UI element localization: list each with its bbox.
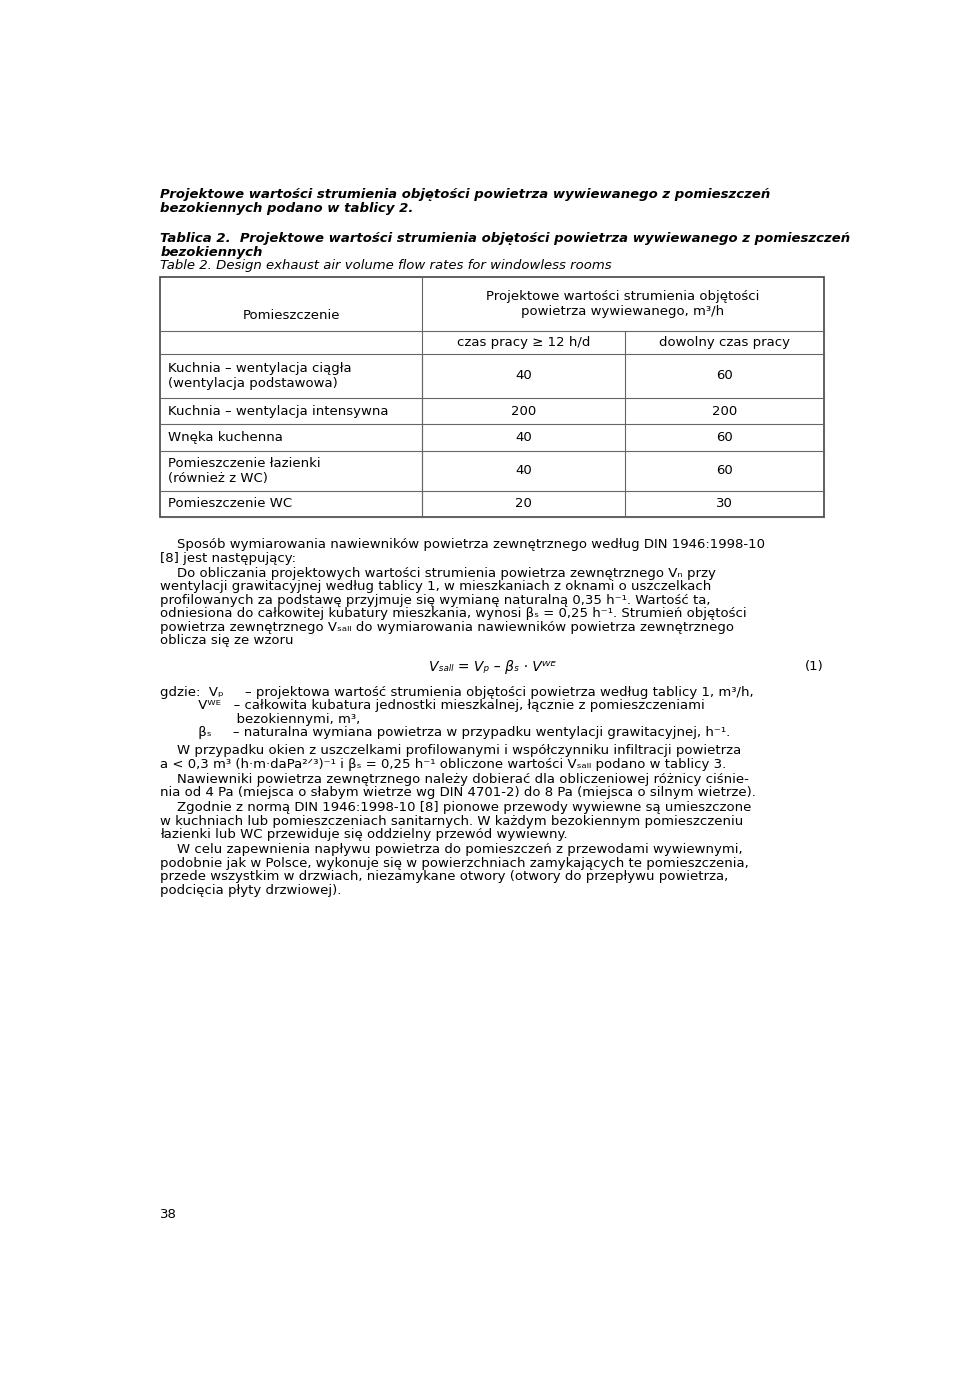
Text: bezokiennych: bezokiennych <box>160 246 263 259</box>
Text: podobnie jak w Polsce, wykonuje się w powierzchniach zamykających te pomieszczen: podobnie jak w Polsce, wykonuje się w po… <box>160 857 749 869</box>
Text: Kuchnia – wentylacja ciągła
(wentylacja podstawowa): Kuchnia – wentylacja ciągła (wentylacja … <box>168 362 351 389</box>
Text: Vᵂᴱ   – całkowita kubatura jednostki mieszkalnej, łącznie z pomieszczeniami: Vᵂᴱ – całkowita kubatura jednostki miesz… <box>160 700 705 712</box>
Text: (1): (1) <box>804 661 824 673</box>
Text: gdzie:  Vₚ     – projektowa wartość strumienia objętości powietrza według tablic: gdzie: Vₚ – projektowa wartość strumieni… <box>160 686 754 698</box>
Text: podcięcia płyty drzwiowej).: podcięcia płyty drzwiowej). <box>160 883 342 897</box>
Text: odniesiona do całkowitej kubatury mieszkania, wynosi βₛ = 0,25 h⁻¹. Strumień obj: odniesiona do całkowitej kubatury mieszk… <box>160 608 747 620</box>
Text: Sposób wymiarowania nawiewników powietrza zewnętrznego według DIN 1946:1998-10: Sposób wymiarowania nawiewników powietrz… <box>160 538 765 551</box>
Text: wentylacji grawitacyjnej według tablicy 1, w mieszkaniach z oknami o uszczelkach: wentylacji grawitacyjnej według tablicy … <box>160 580 711 594</box>
Text: W celu zapewnienia napływu powietrza do pomieszczeń z przewodami wywiewnymi,: W celu zapewnienia napływu powietrza do … <box>160 843 743 857</box>
Text: łazienki lub WC przewiduje się oddzielny przewód wywiewny.: łazienki lub WC przewiduje się oddzielny… <box>160 829 568 842</box>
Text: oblicza się ze wzoru: oblicza się ze wzoru <box>160 634 294 647</box>
Text: 200: 200 <box>711 405 737 417</box>
Text: 38: 38 <box>160 1207 178 1221</box>
Text: bezokiennych podano w tablicy 2.: bezokiennych podano w tablicy 2. <box>160 202 414 216</box>
Text: 200: 200 <box>511 405 536 417</box>
Text: Projektowe wartości strumienia objętości powietrza wywiewanego z pomieszczeń: Projektowe wartości strumienia objętości… <box>160 188 771 202</box>
Text: powietrza zewnętrznego Vₛₐₗₗ do wymiarowania nawiewników powietrza zewnętrznego: powietrza zewnętrznego Vₛₐₗₗ do wymiarow… <box>160 620 734 634</box>
Text: 40: 40 <box>516 431 532 444</box>
Text: Pomieszczenie WC: Pomieszczenie WC <box>168 498 292 510</box>
Text: nia od 4 Pa (miejsca o słabym wietrze wg DIN 4701-2) do 8 Pa (miejsca o silnym w: nia od 4 Pa (miejsca o słabym wietrze wg… <box>160 786 756 800</box>
Text: Pomieszczenie: Pomieszczenie <box>243 309 340 321</box>
Text: 60: 60 <box>716 465 732 477</box>
Bar <box>160 277 824 517</box>
Text: 30: 30 <box>716 498 732 510</box>
Text: Nawiewniki powietrza zewnętrznego należy dobierać dla obliczeniowej różnicy ciśn: Nawiewniki powietrza zewnętrznego należy… <box>160 773 749 786</box>
Text: βₛ     – naturalna wymiana powietrza w przypadku wentylacji grawitacyjnej, h⁻¹.: βₛ – naturalna wymiana powietrza w przyp… <box>160 726 731 740</box>
Text: Pomieszczenie łazienki
(również z WC): Pomieszczenie łazienki (również z WC) <box>168 456 321 484</box>
Text: 60: 60 <box>716 431 732 444</box>
Text: w kuchniach lub pomieszczeniach sanitarnych. W każdym bezokiennym pomieszczeniu: w kuchniach lub pomieszczeniach sanitarn… <box>160 815 744 828</box>
Text: Zgodnie z normą DIN 1946:1998-10 [8] pionowe przewody wywiewne są umieszczone: Zgodnie z normą DIN 1946:1998-10 [8] pio… <box>160 801 752 814</box>
Text: 60: 60 <box>716 370 732 383</box>
Text: Vₛₐₗₗ = Vₚ – βₛ · Vᵂᴱ: Vₛₐₗₗ = Vₚ – βₛ · Vᵂᴱ <box>428 661 556 675</box>
Text: Wnęka kuchenna: Wnęka kuchenna <box>168 431 283 444</box>
Text: 20: 20 <box>516 498 532 510</box>
Text: 40: 40 <box>516 370 532 383</box>
Text: W przypadku okien z uszczelkami profilowanymi i współczynniku infiltracji powiet: W przypadku okien z uszczelkami profilow… <box>160 744 741 758</box>
Text: Tablica 2.  Projektowe wartości strumienia objętości powietrza wywiewanego z pom: Tablica 2. Projektowe wartości strumieni… <box>160 232 851 245</box>
Text: [8] jest następujący:: [8] jest następujący: <box>160 552 297 565</box>
Text: Kuchnia – wentylacja intensywna: Kuchnia – wentylacja intensywna <box>168 405 389 417</box>
Text: bezokiennymi, m³,: bezokiennymi, m³, <box>160 712 361 726</box>
Text: przede wszystkim w drzwiach, niezamykane otwory (otwory do przepływu powietrza,: przede wszystkim w drzwiach, niezamykane… <box>160 871 729 883</box>
Text: 40: 40 <box>516 465 532 477</box>
Text: czas pracy ≥ 12 h/d: czas pracy ≥ 12 h/d <box>457 335 590 349</box>
Text: dowolny czas pracy: dowolny czas pracy <box>659 335 790 349</box>
Text: a < 0,3 m³ (h·m·daPa²ᐟ³)⁻¹ i βₛ = 0,25 h⁻¹ obliczone wartości Vₛₐₗₗ podano w tab: a < 0,3 m³ (h·m·daPa²ᐟ³)⁻¹ i βₛ = 0,25 h… <box>160 758 727 771</box>
Text: profilowanych za podstawę przyjmuje się wymianę naturalną 0,35 h⁻¹. Wartość ta,: profilowanych za podstawę przyjmuje się … <box>160 594 710 606</box>
Text: Do obliczania projektowych wartości strumienia powietrza zewnętrznego Vₙ przy: Do obliczania projektowych wartości stru… <box>160 568 716 580</box>
Text: Projektowe wartości strumienia objętości
powietrza wywiewanego, m³/h: Projektowe wartości strumienia objętości… <box>487 289 759 317</box>
Text: Table 2. Design exhaust air volume flow rates for windowless rooms: Table 2. Design exhaust air volume flow … <box>160 259 612 273</box>
